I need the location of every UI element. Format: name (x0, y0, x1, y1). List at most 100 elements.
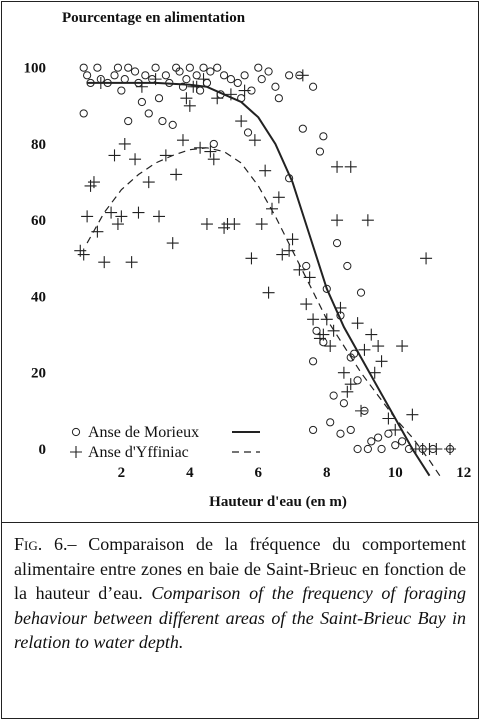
point (110, 71, 119, 80)
point (98, 256, 111, 269)
y-tick-label: 20 (31, 366, 46, 382)
point (93, 63, 102, 72)
point (124, 116, 133, 126)
point (129, 153, 142, 166)
point (115, 210, 128, 223)
point (209, 139, 218, 149)
legend-marker (71, 427, 81, 437)
point (243, 128, 253, 137)
point (353, 376, 362, 385)
point (262, 286, 275, 299)
point (87, 176, 100, 189)
point (207, 153, 220, 166)
point (219, 71, 229, 80)
point (363, 444, 372, 454)
point (346, 425, 355, 435)
point (166, 237, 179, 250)
point (327, 324, 340, 337)
point (180, 92, 193, 105)
point (196, 86, 205, 95)
point (81, 210, 94, 223)
point (199, 63, 208, 72)
point (94, 76, 107, 89)
point (367, 437, 376, 446)
legend-marker (70, 446, 82, 458)
point (361, 214, 374, 227)
point (159, 149, 172, 162)
point (206, 67, 215, 76)
y-tick-label: 80 (31, 137, 46, 153)
point (240, 71, 249, 80)
point (285, 71, 294, 80)
point (374, 433, 383, 442)
caption: Fig. 6.– Comparaison de la fréquence du … (14, 532, 466, 655)
y-tick-label: 0 (39, 442, 47, 458)
point (398, 437, 407, 446)
point (142, 176, 155, 189)
point (326, 418, 335, 427)
point (118, 137, 131, 150)
point (200, 218, 213, 231)
point (334, 301, 347, 314)
point (135, 80, 148, 93)
point (365, 328, 378, 341)
point (211, 92, 224, 105)
point (132, 206, 145, 219)
legend-label: Anse d'Yffiniac (88, 444, 189, 461)
point (377, 444, 386, 454)
point (308, 425, 318, 435)
point (344, 378, 357, 391)
point (245, 252, 258, 265)
point (312, 326, 321, 335)
point (141, 71, 150, 80)
point (264, 67, 273, 76)
x-tick-label: 4 (186, 465, 194, 481)
point (351, 317, 364, 330)
x-tick-label: 10 (388, 465, 403, 481)
y-tick-label: 100 (24, 61, 47, 77)
point (238, 84, 251, 97)
point (233, 78, 242, 88)
point (332, 238, 342, 248)
point (255, 218, 268, 231)
point (168, 120, 177, 129)
point (254, 63, 263, 72)
point (420, 252, 433, 265)
point (307, 313, 320, 326)
point (175, 67, 184, 76)
point (300, 298, 313, 311)
point (228, 218, 241, 231)
point (149, 73, 162, 86)
point (105, 206, 118, 219)
point (396, 340, 409, 353)
point (125, 256, 138, 269)
point (324, 340, 337, 353)
fit-curve (86, 147, 441, 477)
point (308, 357, 318, 366)
point (344, 160, 357, 173)
caption-english: Comparison of the frequency of foraging … (14, 583, 466, 652)
point (144, 109, 153, 118)
point (178, 82, 188, 91)
point (271, 82, 280, 91)
point (108, 149, 121, 162)
point (266, 202, 278, 215)
point (77, 248, 90, 261)
point (276, 248, 289, 261)
point (444, 442, 457, 455)
x-tick-label: 6 (255, 465, 263, 481)
point (296, 69, 309, 82)
point (257, 75, 266, 84)
point (213, 63, 222, 72)
point (120, 75, 129, 84)
point (341, 385, 354, 398)
y-axis-title: Pourcentage en alimentation (62, 10, 246, 26)
point (248, 134, 261, 147)
point (382, 412, 395, 425)
x-tick-label: 2 (118, 465, 126, 481)
legend-label: Anse de Morieux (88, 424, 199, 441)
point (315, 147, 325, 156)
point (337, 366, 350, 379)
point (259, 164, 272, 177)
